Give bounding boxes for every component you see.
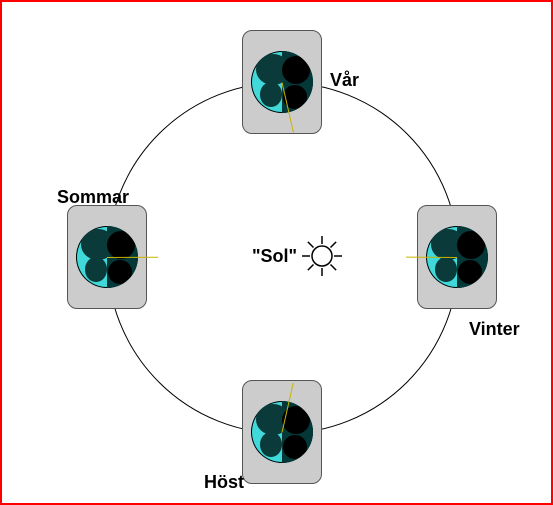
sun-icon <box>300 234 344 278</box>
season-label-host: Höst <box>204 472 244 493</box>
sun-label: "Sol" <box>252 246 297 267</box>
season-label-sommar: Sommar <box>57 187 129 208</box>
season-label-var: Vår <box>330 70 359 91</box>
season-label-vinter: Vinter <box>469 319 520 340</box>
diagram-frame: "Sol" Vår Vinter Höst Sommar <box>0 0 553 505</box>
